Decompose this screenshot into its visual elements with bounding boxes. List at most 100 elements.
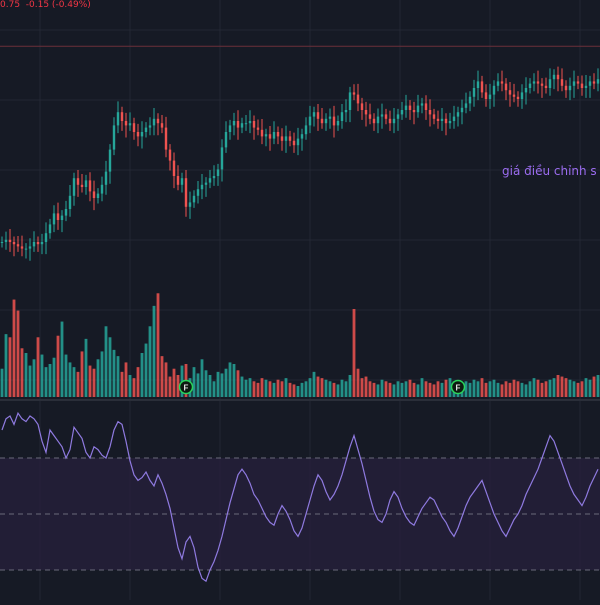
candle-body — [260, 129, 264, 137]
candle-body — [416, 105, 420, 113]
volume-bar — [168, 376, 172, 397]
candle-body — [536, 81, 540, 84]
volume-bar — [288, 382, 292, 397]
volume-bar — [596, 375, 600, 397]
volume-bar — [28, 365, 32, 397]
candle-body — [232, 121, 236, 126]
volume-bar — [16, 310, 20, 397]
volume-bar — [292, 384, 296, 397]
candle-body — [356, 94, 360, 104]
candle-body — [80, 184, 84, 187]
candle-body — [8, 239, 12, 242]
volume-bar — [196, 373, 200, 397]
candle-body — [240, 123, 244, 128]
candle-body — [572, 81, 576, 86]
volume-bar — [316, 376, 320, 397]
volume-bar — [360, 378, 364, 397]
volume-bar — [240, 376, 244, 397]
candle-body — [428, 110, 432, 115]
volume-bar — [12, 299, 16, 397]
candle-body — [224, 132, 228, 148]
candle-body — [140, 132, 144, 137]
volume-bar — [324, 379, 328, 397]
volume-bar — [192, 367, 196, 397]
volume-bar — [156, 293, 160, 397]
volume-bar — [588, 379, 592, 397]
volume-bar — [176, 375, 180, 397]
candle-body — [452, 116, 456, 121]
candle-body — [388, 118, 392, 124]
volume-bar — [264, 379, 268, 397]
candle-body — [368, 114, 372, 119]
candle-body — [552, 74, 556, 80]
chart-annotation-text[interactable]: giá điều chỉnh s — [502, 164, 597, 178]
candle-body — [164, 127, 168, 150]
candle-body — [472, 88, 476, 97]
volume-bar — [536, 379, 540, 397]
volume-bar — [232, 364, 236, 397]
volume-bar — [0, 368, 4, 397]
candle-body — [116, 112, 120, 126]
candle-body — [200, 184, 204, 190]
candle-body — [184, 178, 188, 207]
volume-bar — [60, 321, 64, 397]
candle-body — [544, 85, 548, 88]
volume-bar — [388, 382, 392, 397]
volume-bar — [76, 371, 80, 397]
volume-bar — [340, 379, 344, 397]
volume-bar — [364, 376, 368, 397]
candle-body — [596, 79, 600, 84]
candle-body — [32, 242, 36, 247]
candle-body — [528, 83, 532, 88]
candle-body — [228, 125, 232, 132]
volume-bar — [84, 338, 88, 397]
volume-bar — [332, 382, 336, 397]
event-marker-label: F — [184, 384, 189, 393]
volume-bar — [464, 381, 468, 397]
volume-bar — [488, 381, 492, 397]
volume-bar — [420, 378, 424, 397]
candle-body — [412, 110, 416, 113]
candle-body — [400, 110, 404, 115]
candle-body — [196, 189, 200, 196]
price-legend: 0.75 -0.15 (-0.49%) — [0, 0, 91, 11]
candle-body — [60, 215, 64, 220]
candle-body — [28, 246, 32, 249]
candle-body — [316, 112, 320, 119]
candle-body — [108, 149, 112, 172]
volume-bar — [104, 326, 108, 397]
candle-body — [468, 96, 472, 104]
volume-bar — [352, 309, 356, 397]
candle-body — [424, 103, 428, 110]
event-marker-icon — [178, 379, 194, 395]
candle-body — [276, 132, 280, 137]
candle-body — [192, 195, 196, 203]
candle-body — [220, 147, 224, 170]
volume-bar — [528, 381, 532, 397]
candle-body — [376, 116, 380, 124]
volume-bar — [396, 381, 400, 397]
volume-bar — [92, 368, 96, 397]
candle-body — [568, 85, 572, 91]
candle-body — [212, 176, 216, 179]
candle-body — [348, 92, 352, 110]
candle-body — [420, 103, 424, 106]
candle-body — [392, 118, 396, 124]
candle-body — [576, 81, 580, 84]
candle-body — [44, 233, 48, 242]
volume-bar — [520, 382, 524, 397]
volume-bar — [428, 382, 432, 397]
volume-bar — [228, 362, 232, 397]
candle-body — [160, 123, 164, 128]
candle-body — [540, 83, 544, 86]
volume-bar — [492, 379, 496, 397]
volume-bar — [112, 349, 116, 397]
event-marker-label: F — [456, 384, 461, 393]
volume-bar — [248, 378, 252, 397]
volume-bar — [80, 351, 84, 397]
candle-body — [384, 114, 388, 119]
candle-body — [464, 103, 468, 108]
volume-bar — [64, 354, 68, 397]
